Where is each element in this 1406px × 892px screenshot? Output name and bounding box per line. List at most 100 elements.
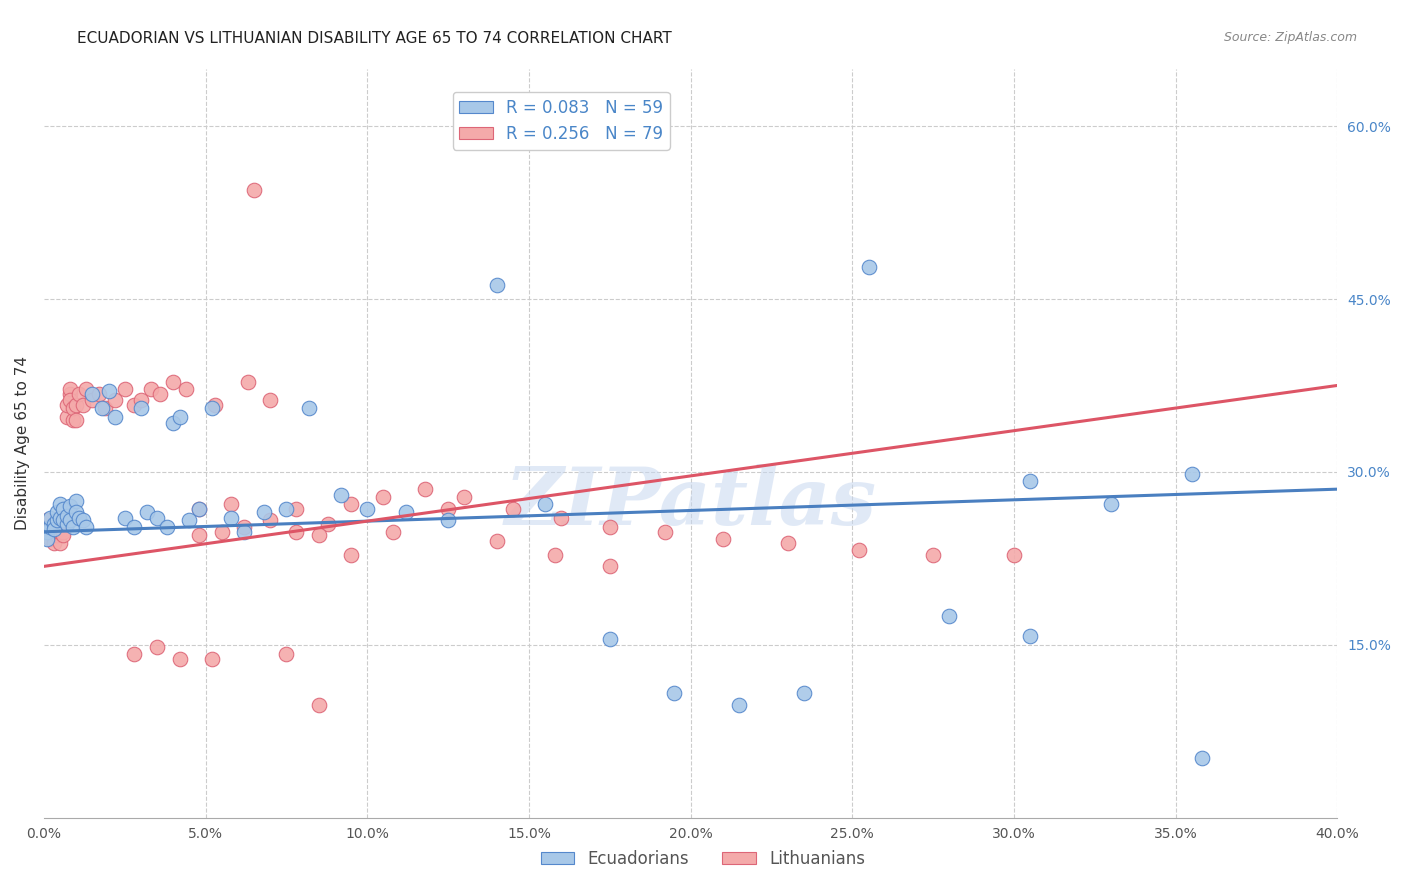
Legend: Ecuadorians, Lithuanians: Ecuadorians, Lithuanians [534, 844, 872, 875]
Point [45, 528, 67, 542]
Point [654, 524, 676, 539]
Point [146, 640, 169, 654]
Point [502, 501, 524, 516]
Y-axis label: Disability Age 65 to 74: Disability Age 65 to 74 [15, 356, 30, 530]
Point [55, 409, 77, 424]
Point [1181, 467, 1204, 482]
Point [55, 398, 77, 412]
Point [139, 382, 162, 396]
Point [114, 382, 136, 396]
Point [728, 698, 751, 712]
Point [82, 393, 104, 408]
Point [59, 393, 82, 408]
Point [114, 511, 136, 525]
Point [62, 520, 84, 534]
Point [550, 511, 572, 525]
Point [59, 513, 82, 527]
Point [169, 651, 191, 665]
Point [308, 698, 330, 712]
Point [485, 278, 508, 293]
Point [437, 501, 460, 516]
Point [211, 524, 233, 539]
Point [259, 393, 281, 408]
Point [124, 398, 146, 412]
Point [129, 393, 152, 408]
Point [52, 513, 75, 527]
Point [276, 647, 298, 661]
Point [59, 386, 82, 401]
Point [233, 520, 256, 534]
Text: ECUADORIAN VS LITHUANIAN DISABILITY AGE 65 TO 74 CORRELATION CHART: ECUADORIAN VS LITHUANIAN DISABILITY AGE … [77, 31, 672, 46]
Point [1019, 628, 1042, 642]
Point [243, 182, 266, 196]
Point [1019, 474, 1042, 488]
Point [793, 686, 815, 700]
Point [52, 501, 75, 516]
Point [75, 382, 97, 396]
Point [485, 534, 508, 549]
Point [52, 528, 75, 542]
Point [201, 651, 224, 665]
Point [87, 386, 110, 401]
Point [285, 501, 308, 516]
Point [91, 401, 114, 416]
Point [39, 520, 62, 534]
Point [221, 497, 243, 511]
Point [42, 523, 65, 537]
Point [37, 524, 59, 539]
Point [340, 548, 363, 562]
Point [69, 511, 91, 525]
Point [55, 516, 77, 531]
Point [124, 647, 146, 661]
Point [221, 511, 243, 525]
Point [776, 536, 799, 550]
Point [938, 608, 960, 623]
Point [37, 524, 59, 539]
Point [395, 505, 418, 519]
Point [204, 398, 226, 412]
Point [330, 488, 353, 502]
Point [276, 501, 298, 516]
Point [49, 497, 72, 511]
Point [259, 513, 281, 527]
Point [65, 505, 87, 519]
Point [136, 505, 159, 519]
Point [97, 384, 120, 399]
Point [599, 520, 621, 534]
Point [599, 632, 621, 646]
Point [129, 401, 152, 416]
Point [42, 524, 65, 539]
Point [1099, 497, 1122, 511]
Point [253, 505, 276, 519]
Point [415, 482, 437, 496]
Point [52, 524, 75, 539]
Point [664, 686, 686, 700]
Point [82, 386, 104, 401]
Point [104, 393, 127, 408]
Point [453, 490, 475, 504]
Point [544, 548, 567, 562]
Text: ZIPatlas: ZIPatlas [505, 464, 877, 541]
Point [69, 386, 91, 401]
Point [162, 417, 184, 431]
Legend: R = 0.083   N = 59, R = 0.256   N = 79: R = 0.083 N = 59, R = 0.256 N = 79 [453, 92, 669, 150]
Point [59, 500, 82, 514]
Point [236, 375, 259, 389]
Point [59, 382, 82, 396]
Point [285, 524, 308, 539]
Point [599, 559, 621, 574]
Point [146, 511, 169, 525]
Point [42, 516, 65, 531]
Point [149, 386, 172, 401]
Point [298, 401, 321, 416]
Point [1191, 750, 1213, 764]
Point [49, 524, 72, 539]
Point [45, 513, 67, 527]
Point [233, 524, 256, 539]
Text: Source: ZipAtlas.com: Source: ZipAtlas.com [1223, 31, 1357, 45]
Point [373, 490, 395, 504]
Point [104, 409, 127, 424]
Point [534, 497, 557, 511]
Point [72, 513, 94, 527]
Point [340, 497, 363, 511]
